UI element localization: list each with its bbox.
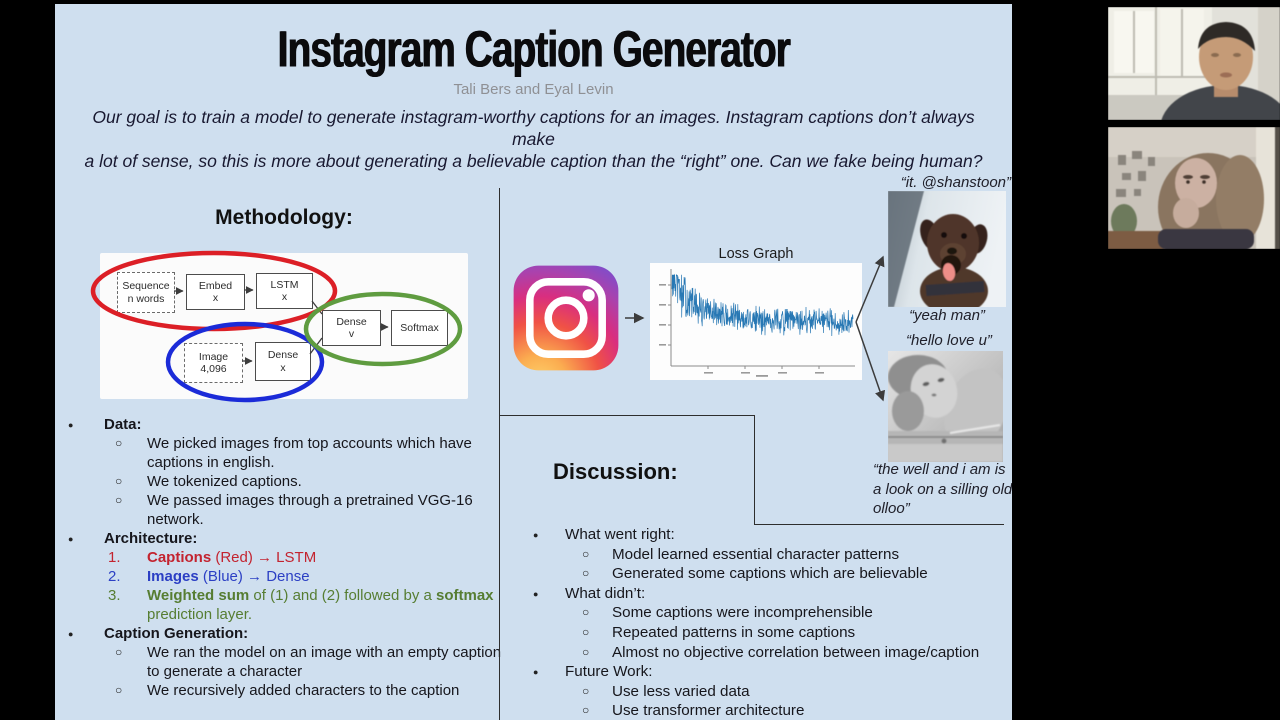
list-subitem: ○ Model learned essential character patte… — [582, 545, 900, 563]
goal-statement: Our goal is to train a model to generate… — [71, 106, 996, 172]
column-divider-line — [499, 188, 500, 720]
list-subitem: ○ We ran the model on an image with an em… — [115, 644, 502, 680]
generated-caption-dog: “yeah man” — [909, 307, 985, 324]
woman-selfie-photo — [888, 351, 1003, 462]
list-subitem: ○ Use less varied data — [582, 682, 750, 700]
list-subitem: ○ Almost no objective correlation between… — [582, 643, 980, 661]
generated-caption-quote: “the well and i am is a look on a sillin… — [873, 460, 1012, 519]
loss-graph-plot — [659, 269, 855, 377]
node-sequence: Sequence n words — [117, 272, 175, 313]
node-embed: Embed x — [186, 274, 245, 310]
list-subitem: ○ Some captions were incomprehensible — [582, 604, 873, 622]
loss-graph-card — [650, 263, 862, 380]
list-subitem: ○ We picked images from top accounts whic… — [115, 435, 472, 471]
list-subitem: ○ We passed images through a pretrained V… — [115, 492, 473, 528]
list-subitem: ○ Use transformer architecture — [582, 702, 805, 720]
goal-line-1: Our goal is to train a model to generate… — [92, 107, 975, 149]
participant-1-video-frame — [1108, 7, 1280, 120]
list-item: ● Caption Generation: — [68, 625, 249, 642]
list-subitem: ○ We recursively added characters to the … — [115, 682, 460, 699]
discussion-outline-bottom — [754, 524, 1004, 525]
instagram-logo-icon — [513, 265, 619, 371]
list-subitem: ○ Repeated patterns in some captions — [582, 623, 856, 641]
left-bullet-list: ● Data: ○ We picked images from top account… — [65, 415, 509, 700]
page-title: Instagram Caption Generator — [277, 20, 790, 78]
list-subitem: 2. Images (Blue) → Dense — [108, 568, 310, 585]
goal-line-2: a lot of sense, so this is more about ge… — [84, 151, 983, 171]
quote-line-1: “the well and i am is — [873, 461, 1006, 478]
node-image: Image 4,096 — [184, 343, 243, 383]
list-subitem: 1. Captions (Red) → LSTM — [108, 549, 317, 566]
discussion-outline-top — [499, 415, 755, 416]
illegible-tick-labels — [659, 284, 824, 377]
generated-caption-top: “it. @shanstoon” — [900, 174, 1011, 191]
list-subitem: ○ Generated some captions which are belie… — [582, 565, 928, 583]
list-item: ● What went right: — [533, 526, 675, 543]
list-item: ● Data: — [68, 416, 142, 433]
participant-2-video-frame — [1108, 127, 1280, 249]
discussion-outline-side — [754, 415, 755, 525]
node-dense-x: Dense x — [255, 342, 311, 381]
discussion-heading: Discussion: — [553, 459, 678, 484]
list-item: ● What didn’t: — [533, 584, 646, 602]
dog-photo — [888, 191, 1006, 307]
list-subitem: 3. Weighted sum of (1) and (2) followed b… — [108, 587, 494, 623]
list-subitem: ○ We tokenized captions. — [115, 473, 302, 490]
quote-line-3: olloo” — [873, 500, 910, 517]
methodology-diagram: Sequence n words Embed x LSTM x Dense v Soft… — [100, 253, 468, 399]
generated-caption-woman: “hello love u” — [906, 332, 992, 349]
list-item: ● Architecture: — [68, 530, 198, 547]
discussion-bullet-list: ● What went right: ○ Model learned essentia… — [525, 525, 1011, 720]
authors-subtitle: Tali Bers and Eyal Levin — [453, 81, 614, 98]
node-lstm: LSTM x — [256, 273, 313, 309]
participant-video-2[interactable] — [1108, 127, 1280, 249]
node-dense-v: Dense v — [322, 310, 381, 346]
shared-slide: Instagram Caption Generator Tali Bers an… — [55, 4, 1012, 720]
methodology-heading: Methodology: — [215, 206, 353, 229]
loss-graph-title: Loss Graph — [718, 246, 794, 262]
node-softmax: Softmax — [391, 310, 448, 346]
participant-video-1[interactable] — [1108, 7, 1280, 120]
list-item: ● Future Work: — [533, 663, 653, 681]
quote-line-2: a look on a silling old — [873, 480, 1012, 498]
